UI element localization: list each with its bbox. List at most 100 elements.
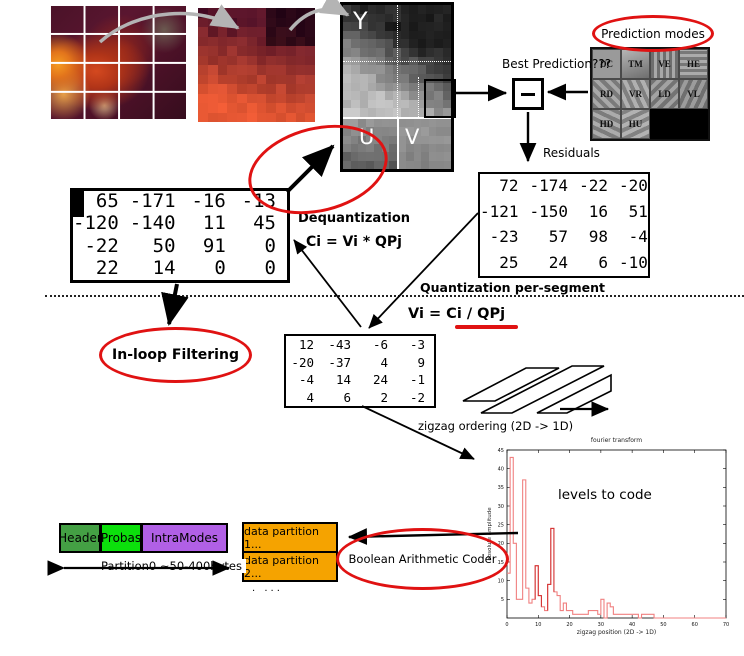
section-divider-dotted xyxy=(45,295,744,297)
probas-box-label: Probas xyxy=(100,531,142,545)
matrix-cell: 24 xyxy=(372,372,388,388)
matrix-cell: -4 xyxy=(628,227,648,247)
residuals-matrix: 72 -174 -22 -20 -121 -150 16 51 -23 57 98 -4 25 24 6 -1… xyxy=(478,172,650,278)
levels-step-series xyxy=(507,456,726,619)
chart-x-label: zigzag position (2D -> 1D) xyxy=(577,629,656,636)
boolean-arithmetic-coder-ellipse: Boolean Arithmetic Coder xyxy=(336,528,509,590)
levels-to-code-annotation: levels to code xyxy=(558,487,652,503)
matrix-cell: 11 xyxy=(202,212,226,235)
y-tick-label: 25 xyxy=(498,522,504,528)
minus-icon xyxy=(521,92,535,96)
matrix-cell: 98 xyxy=(588,227,608,247)
data-partition-1-box: data partition 1... xyxy=(242,522,338,553)
y-tick-label: 35 xyxy=(498,485,504,491)
macroblock-grid-overlay xyxy=(50,5,186,119)
matrix-cell: 4 xyxy=(380,354,388,370)
matrix-cell: 50 xyxy=(152,234,176,257)
matrix-cell: 14 xyxy=(335,372,351,388)
matrix-cell: 72 xyxy=(499,176,519,196)
matrix-cell: 45 xyxy=(253,212,276,235)
prediction-modes-grid: DC TM VE HE RD VR LD VL HD HU xyxy=(590,47,710,141)
matrix-cell: 91 xyxy=(202,234,226,257)
boolean-arithmetic-coder-label: Boolean Arithmetic Coder xyxy=(348,552,497,566)
x-tick-label: 10 xyxy=(535,622,541,628)
y-tick-label: 20 xyxy=(498,541,504,547)
data-partition-2-label: data partition 2... xyxy=(244,553,319,580)
mode-cell-he: HE xyxy=(679,49,708,79)
y-split-dotted-vertical xyxy=(397,5,398,117)
mode-label: RD xyxy=(600,89,613,99)
mode-cell-hu: HU xyxy=(621,109,650,139)
mode-cell-empty xyxy=(650,109,708,139)
mode-label: HE xyxy=(686,59,700,69)
zoomed-macroblock-image xyxy=(198,8,315,122)
y-plane-image xyxy=(343,5,451,117)
data-partition-2-box: data partition 2... xyxy=(242,551,338,582)
mode-cell-vl: VL xyxy=(679,79,708,109)
matrix-cell: -22 xyxy=(579,176,608,196)
x-tick-label: 70 xyxy=(723,622,729,628)
mode-label: VR xyxy=(629,89,642,99)
chart-title: fourier transform xyxy=(591,437,642,444)
matrix-cell: 65 xyxy=(95,190,119,213)
x-tick-label: 40 xyxy=(629,622,635,628)
x-tick-label: 60 xyxy=(692,622,698,628)
mode-cell-tm: TM xyxy=(621,49,650,79)
mode-label: HU xyxy=(628,119,643,129)
bitstream-probas-box: Probas xyxy=(100,523,142,553)
mode-cell-hd: HD xyxy=(592,109,621,139)
matrix-cell: 16 xyxy=(588,201,608,221)
levels-step-series-dark xyxy=(547,527,555,611)
matrix-cell: -20 xyxy=(618,176,648,196)
matrix-cell: -16 xyxy=(191,190,226,213)
data-partition-1-label: data partition 1... xyxy=(244,524,319,551)
mode-label: VE xyxy=(658,59,671,69)
levels-chart: 0 10 20 30 40 50 60 7051015202530354045fourier … xyxy=(487,437,729,636)
matrix-cell: 0 xyxy=(264,256,276,279)
yuv-macroblock: Y U V xyxy=(340,2,456,172)
matrix-cell: -121 xyxy=(480,201,519,221)
matrix-cell: 14 xyxy=(152,256,176,279)
subblock-dotted-edge xyxy=(418,77,419,117)
u-plane-image xyxy=(343,119,399,169)
partition0-size-label: Partition0 ~50-400bytes xyxy=(97,559,246,573)
matrix-cell: -1 xyxy=(409,372,425,388)
uv-strip: U V xyxy=(343,117,451,169)
y-plane-label: Y xyxy=(353,7,368,35)
matrix-cell: -171 xyxy=(129,190,176,213)
dequantization-formula: Ci = Vi * QPj xyxy=(306,234,402,250)
subtract-node xyxy=(512,78,544,110)
inloop-filtering-ellipse: In-loop Filtering xyxy=(99,327,252,383)
matrix-cell: -23 xyxy=(489,227,519,247)
bitstream-header-box: Header xyxy=(58,523,102,553)
matrix-cell: -150 xyxy=(529,201,569,221)
qpj-red-underline xyxy=(455,325,518,329)
best-prediction-label: Best Prediction??? xyxy=(502,57,612,71)
u-plane-label: U xyxy=(359,125,375,149)
matrix-cell: -140 xyxy=(129,212,176,235)
matrix-cell: -20 xyxy=(291,354,314,370)
header-box-label: Header xyxy=(58,531,102,545)
inloop-filtering-label: In-loop Filtering xyxy=(112,347,239,363)
mode-label: DC xyxy=(600,59,613,69)
mode-cell-rd: RD xyxy=(592,79,621,109)
matrix-cell: -4 xyxy=(298,372,314,388)
matrix-cell: -120 xyxy=(73,212,119,235)
mode-label: LD xyxy=(658,89,671,99)
quant-to-dequant-arrow xyxy=(293,239,362,328)
y-tick-label: 10 xyxy=(498,578,504,584)
matrix-cell: 12 xyxy=(298,337,314,353)
matrix-cell: 0 xyxy=(214,256,226,279)
matrix-cell: 9 xyxy=(417,354,425,370)
matrix-cell: 2 xyxy=(380,389,388,405)
matrix-cell: 25 xyxy=(499,252,519,272)
more-partitions-label: . ... xyxy=(252,583,283,594)
zigzag-ordering-label: zigzag ordering (2D -> 1D) xyxy=(418,419,574,433)
mode-label: VL xyxy=(687,89,700,99)
matrix-cell: -174 xyxy=(529,176,569,196)
matrix-cell: 24 xyxy=(548,252,569,272)
x-tick-label: 30 xyxy=(598,622,604,628)
y-tick-label: 40 xyxy=(498,466,504,472)
matrix-cell: -43 xyxy=(328,337,351,353)
